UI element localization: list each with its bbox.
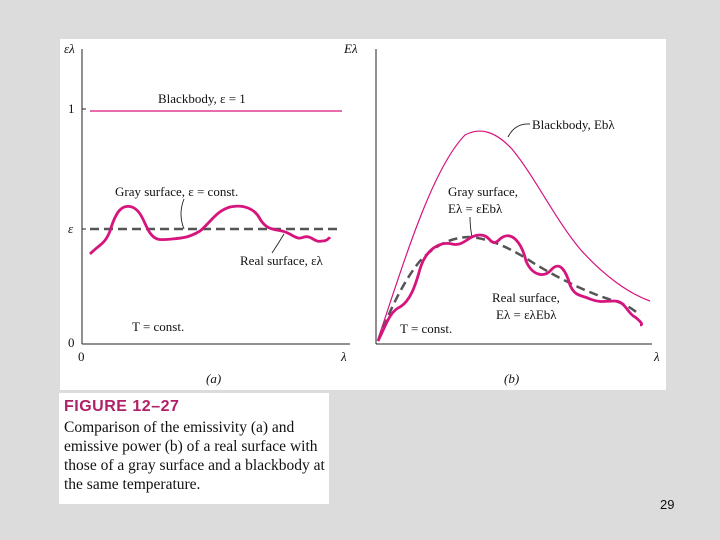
panel-b-y-axis-label: Eλ bbox=[343, 41, 358, 56]
panel-a-origin-label: 0 bbox=[78, 349, 85, 364]
blackbody-label-a: Blackbody, ε = 1 bbox=[158, 91, 246, 106]
page-number: 29 bbox=[660, 497, 675, 512]
temp-label-a: T = const. bbox=[132, 319, 184, 334]
gray-curve-b bbox=[376, 235, 641, 342]
figure-caption: FIGURE 12–27 Comparison of the emissivit… bbox=[59, 393, 329, 504]
gray-label-a: Gray surface, ε = const. bbox=[115, 184, 238, 199]
gray-label-b-arrow bbox=[469, 216, 473, 238]
gray-label-a-arrow bbox=[180, 198, 185, 230]
figure-panel: ελ 1 ε 0 0 λ Blackbody, ε = 1 Gray surfa… bbox=[60, 39, 666, 390]
tick-one-label: 1 bbox=[68, 101, 75, 116]
real-label-a-arrow bbox=[271, 233, 285, 254]
blackbody-label-b-arrow bbox=[507, 123, 531, 138]
real-curve-b bbox=[376, 233, 644, 342]
panel-b-label: (b) bbox=[504, 371, 519, 386]
panel-a: ελ 1 ε 0 0 λ Blackbody, ε = 1 Gray surfa… bbox=[64, 41, 350, 386]
tick-epsilon-label: ε bbox=[68, 221, 74, 236]
blackbody-label-b: Blackbody, Ebλ bbox=[532, 117, 615, 132]
real-curve-a bbox=[89, 204, 332, 255]
temp-label-b: T = const. bbox=[400, 321, 452, 336]
real-label-b-line1: Real surface, bbox=[492, 290, 560, 305]
caption-text: Comparison of the emissivity (a) and emi… bbox=[64, 419, 325, 493]
panel-a-label: (a) bbox=[206, 371, 221, 386]
caption-heading: FIGURE 12–27 bbox=[64, 398, 180, 415]
gray-label-b-line1: Gray surface, bbox=[448, 184, 518, 199]
blackbody-curve-b bbox=[377, 130, 651, 340]
panel-a-y-axis-label: ελ bbox=[64, 41, 75, 56]
panel-b: Eλ λ Blackbody, Ebλ Gray surface, Eλ = ε… bbox=[343, 41, 660, 386]
tick-zero-label: 0 bbox=[68, 335, 75, 350]
real-label-a: Real surface, ελ bbox=[240, 253, 324, 268]
real-label-b-line2: Eλ = ελEbλ bbox=[496, 307, 557, 322]
panel-a-x-axis-label: λ bbox=[340, 349, 347, 364]
panel-b-x-axis-label: λ bbox=[653, 349, 660, 364]
gray-label-b-line2: Eλ = εEbλ bbox=[448, 201, 503, 216]
figure-svg: ελ 1 ε 0 0 λ Blackbody, ε = 1 Gray surfa… bbox=[64, 41, 660, 386]
